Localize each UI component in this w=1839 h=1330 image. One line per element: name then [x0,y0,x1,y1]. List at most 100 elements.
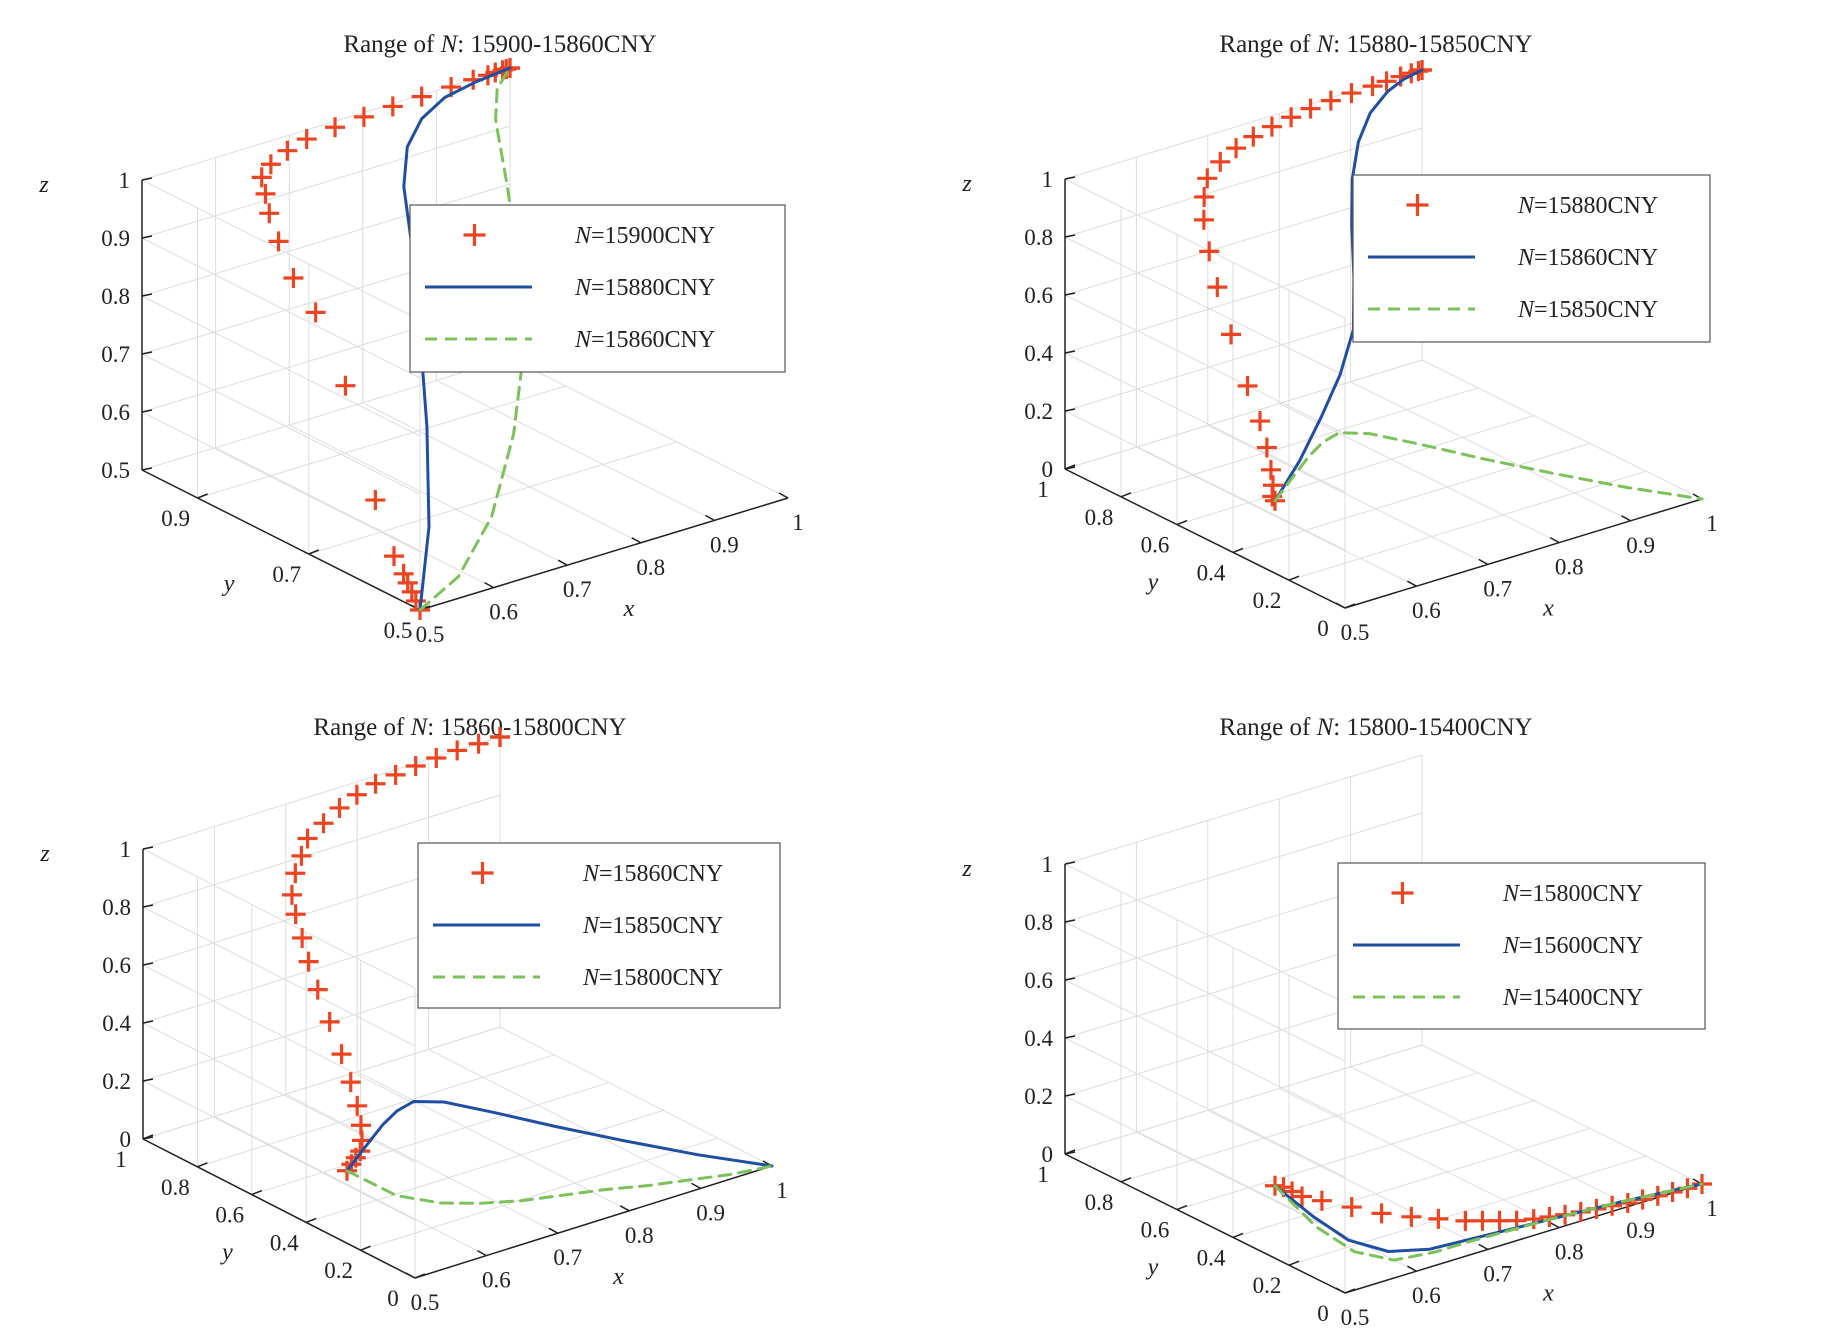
data-point-plus [1376,71,1397,92]
y-tick-label: 0.7 [272,562,301,587]
y-tick-label: 0.8 [1085,505,1114,530]
chart-title-prefix: Range of [313,714,410,741]
x-tick-mark [557,559,568,566]
legend-label-var: N [582,913,601,939]
grid-line [1064,410,1346,551]
data-point-plus [426,748,447,769]
grid-line [141,67,511,181]
y-tick-label: 0.4 [1197,1245,1226,1270]
grid-line [1288,470,1647,581]
chart-title-prefix: Range of [343,31,440,58]
series-line-dashed [1273,431,1704,503]
data-point-plus [350,1115,371,1136]
y-tick-mark [308,549,320,555]
z-tick-label: 0 [1042,1142,1054,1167]
y-tick-label: 0.5 [384,618,413,643]
z-tick-label: 0.8 [1024,225,1053,250]
data-point-plus [468,733,489,754]
grid-line [142,794,501,908]
data-point-plus [1193,209,1214,230]
grid-line [1207,424,1489,565]
grid-line [215,447,494,589]
data-point-plus [259,203,280,224]
chart-title-suffix: : 15860-15800CNY [427,714,626,741]
x-tick-mark [1335,602,1346,609]
grid-line [1064,178,1346,319]
z-tick-label: 0.4 [102,1011,131,1036]
data-point-plus [260,154,281,175]
z-tick-mark [1064,350,1076,354]
grid-line [251,1082,609,1196]
y-tick-label: 0.4 [270,1230,299,1255]
z-tick-mark [142,1020,154,1024]
legend-label-value: =15800CNY [1519,881,1643,907]
data-point-plus [1362,76,1383,97]
z-axis-label: z [961,856,972,882]
z-tick-mark [1064,292,1076,296]
grid-line [1064,1095,1346,1236]
grid-line [1176,1100,1535,1211]
data-point-plus [1261,116,1282,137]
grid-line [1350,1066,1631,1207]
legend-label-var: N [574,223,593,249]
grid-line [142,964,416,1105]
y-tick-mark [1288,575,1300,581]
grid-line [141,295,421,437]
legend-label-value: =15850CNY [599,913,723,939]
chart-title: Range of N: 15800-15400CNY [1219,714,1532,741]
data-point-plus [1210,151,1231,172]
x-tick-mark [1549,1221,1560,1229]
x-tick-label: 0.5 [416,622,445,647]
grid-line [1064,294,1346,435]
z-tick-label: 0.2 [1024,1084,1053,1109]
data-point-plus [365,490,386,511]
z-tick-label: 0.6 [102,953,131,978]
z-tick-label: 0.9 [101,226,130,251]
x-tick-mark [1478,558,1489,566]
y-tick-mark [1176,1204,1188,1211]
z-tick-label: 0.2 [102,1069,131,1094]
data-point-plus [405,756,426,777]
y-tick-label: 1 [1037,1162,1049,1187]
x-tick-mark [477,1249,487,1257]
y-tick-label: 0.4 [1197,560,1226,585]
chart-panel-3: 0.50.60.70.80.9100.20.40.60.8100.20.40.6… [39,714,787,1315]
data-point-plus [1300,98,1321,119]
data-point-plus [307,979,328,1000]
legend-label-var: N [574,327,593,353]
y-tick-label: 0.2 [1253,588,1282,613]
x-axis-label: x [612,1264,624,1290]
data-point-plus [1341,1197,1362,1218]
data-point-plus [384,546,404,567]
series-line-dashed [345,1164,774,1205]
data-point-plus [281,884,302,905]
data-point-plus [331,1044,352,1065]
y-tick-mark [197,493,208,499]
data-point-plus [325,117,346,138]
x-tick-label: 0.9 [696,1200,725,1225]
grid-line [1421,1044,1703,1185]
x-tick-label: 0.5 [1341,1305,1370,1330]
x-tick-label: 0.8 [636,555,665,580]
grid-line [428,1048,701,1189]
x-axis-label: x [1542,596,1554,622]
legend-label-value: =15800CNY [599,965,723,991]
x-tick-mark [1549,536,1560,544]
grid-line [1120,1072,1479,1183]
legend-label-value: =15850CNY [1534,297,1658,323]
y-tick-mark [1232,547,1244,554]
z-axis-label: z [38,172,49,198]
z-tick-label: 1 [120,837,132,862]
chart-title-prefix: Range of [1219,714,1316,741]
data-point-plus [297,828,318,849]
grid-line [1278,403,1560,544]
grid-line [1207,1109,1489,1250]
grid-line [509,357,789,499]
data-point-plus [340,1072,361,1093]
y-tick-label: 0.2 [324,1258,353,1283]
legend-marker-plus [471,862,494,884]
z-tick-mark [1064,1035,1076,1039]
grid-line [1421,359,1703,500]
